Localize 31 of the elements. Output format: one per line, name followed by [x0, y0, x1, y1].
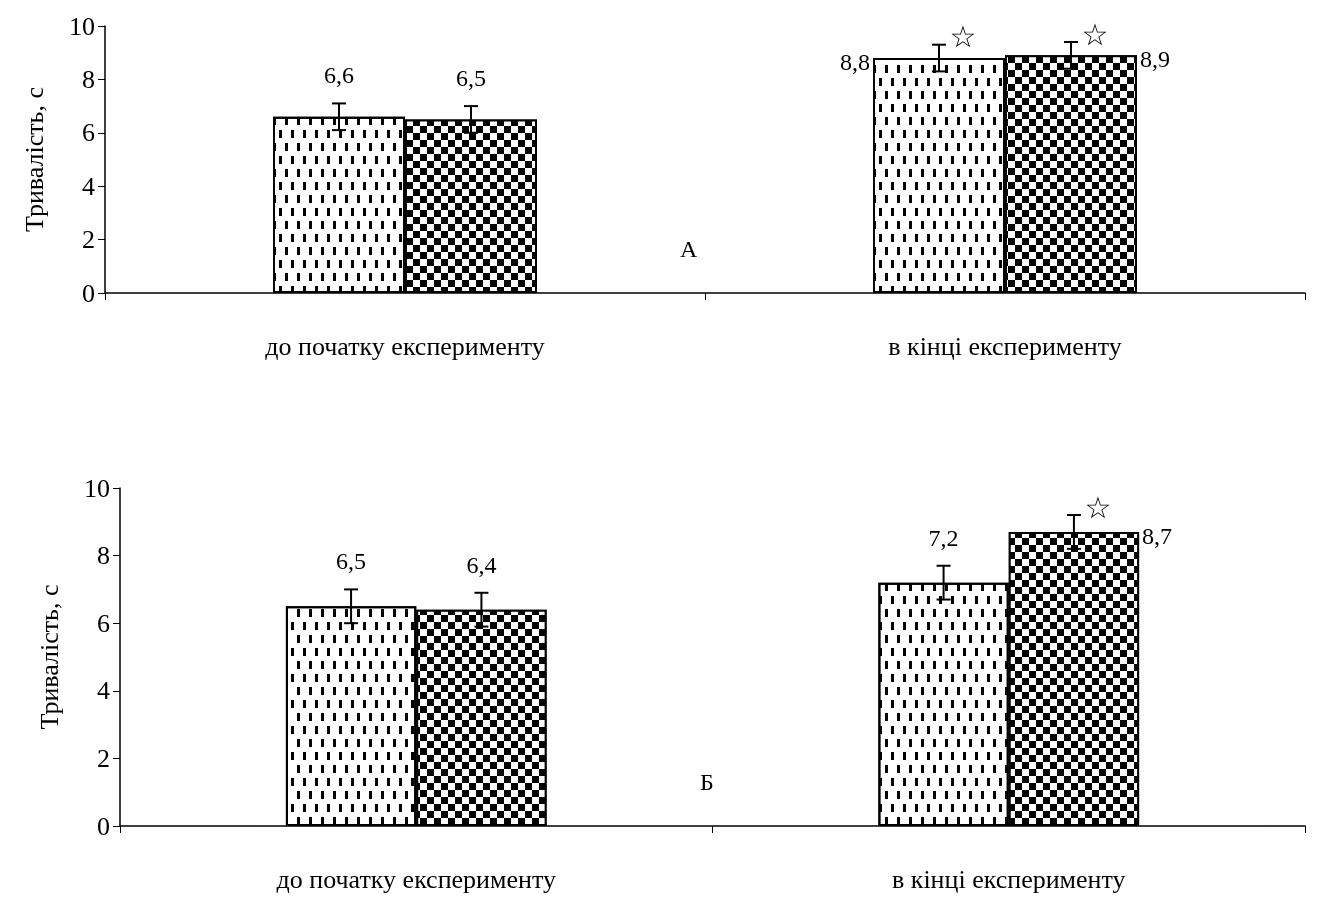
y-tick-label: 0	[97, 811, 110, 841]
y-tick-label: 4	[82, 171, 95, 201]
y-tick-label: 4	[97, 676, 110, 706]
y-axis-title: Тривалість, с	[34, 584, 64, 730]
x-tick-label: в кінці експерименту	[891, 864, 1126, 894]
y-tick-label: 8	[97, 541, 110, 571]
x-tick-label: в кінці експерименту	[888, 331, 1122, 361]
y-tick-label: 6	[97, 608, 110, 638]
x-tick-label: до початку експерименту	[276, 864, 556, 894]
y-tick-label: 8	[82, 64, 95, 94]
data-label: 6,5	[456, 65, 486, 92]
data-label: 8,7	[1142, 522, 1173, 549]
data-label: 6,4	[466, 551, 497, 578]
y-tick-label: 10	[69, 11, 95, 41]
data-label: 6,5	[336, 548, 367, 575]
data-label: 8,9	[1140, 46, 1170, 73]
y-axis-title: Тривалість, с	[19, 86, 49, 233]
y-tick-label: 2	[97, 743, 110, 773]
annotation: ☆	[1081, 16, 1109, 52]
data-label: 7,2	[928, 524, 959, 551]
annotation: ☆	[1084, 489, 1112, 525]
annotation: ☆	[949, 19, 977, 55]
data-label: 6,6	[324, 62, 354, 89]
annotation: А	[680, 236, 698, 262]
y-tick-label: 6	[82, 118, 95, 148]
x-tick-label: до початку експерименту	[265, 331, 545, 361]
y-tick-label: 2	[82, 225, 95, 255]
data-label: 8,8	[840, 49, 870, 76]
y-tick-label: 10	[84, 473, 110, 503]
y-tick-label: 0	[82, 278, 95, 308]
annotation: Б	[700, 769, 714, 795]
